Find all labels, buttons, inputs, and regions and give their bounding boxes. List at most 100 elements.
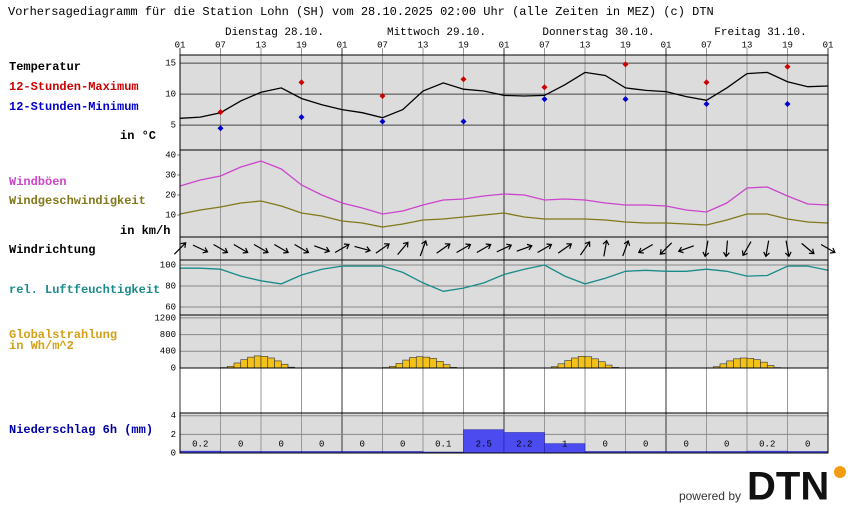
powered-by: powered by [679,489,741,503]
wind-arrow [334,243,350,254]
precip-label: 1 [562,439,567,449]
y-tick-label: 4 [171,411,176,421]
radiation-bar [571,357,579,369]
wind-arrow [579,241,591,256]
wind-arrow [722,240,730,258]
y-tick-label: 15 [165,58,176,68]
time-tick-label: 01 [175,40,186,50]
legend-label: 12-Stunden-Maximum [9,80,139,94]
radiation-bar [726,360,734,369]
unit-label: in Wh/m^2 [9,339,74,353]
legend-label: rel. Luftfeuchtigkeit [9,283,160,297]
time-tick-label: 13 [580,40,591,50]
radiation-bar [233,362,242,369]
precip-label: 0.2 [759,439,775,449]
radiation-bar [429,358,437,369]
temp-marker [298,79,305,86]
unit-label: in °C [120,129,156,143]
temp-marker [541,96,548,103]
wind-arrow [637,243,653,254]
time-tick-label: 01 [337,40,348,50]
radiation-bar [564,360,572,369]
radiation-bar [442,364,451,369]
precip-label: 0.2 [192,439,208,449]
title: Vorhersagediagramm für die Station Lohn … [8,5,714,19]
temp-marker [703,79,710,86]
radiation-bar [267,357,275,369]
wind-arrow [602,239,610,257]
y-tick-label: 1200 [154,313,176,323]
time-tick-label: 19 [782,40,793,50]
radiation-bar [402,359,410,369]
day-label: Freitag 31.10. [714,27,806,39]
temp-marker [541,84,548,91]
y-tick-label: 400 [160,347,176,357]
temp-marker [622,61,629,68]
precip-label: 0 [684,439,689,449]
temp-marker [784,63,791,70]
logo-dot [834,466,846,478]
radiation-bar [240,359,248,369]
wind-arrow [557,243,573,254]
wind-arrow [537,243,553,254]
radiation-bar [557,363,566,369]
y-tick-label: 30 [165,170,176,180]
y-tick-label: 10 [165,210,176,220]
radiation-bar [584,356,593,369]
precip-label: 0 [400,439,405,449]
precip-label: 0.1 [435,439,451,449]
radiation-bar [436,361,444,369]
radiation-bar [280,363,289,369]
unit-label: in km/h [120,224,170,238]
y-tick-label: 80 [165,281,176,291]
temp-marker [217,109,224,116]
wind-arrow [741,241,752,257]
wind-arrow [622,240,631,257]
wind-arrow [476,243,492,254]
time-tick-label: 13 [418,40,429,50]
precip-label: 2.5 [476,439,492,449]
y-tick-label: 2 [171,430,176,440]
precip-label: 0 [360,439,365,449]
wind-arrow [436,243,451,254]
precip-label: 0 [603,439,608,449]
wind-arrow [659,242,673,255]
wind-arrow [702,240,710,258]
y-tick-label: 20 [165,190,176,200]
panel-border [179,314,829,369]
wind-arrow [397,241,409,256]
logo: DTN [747,465,829,509]
wind-arrow [784,240,792,258]
temp-marker [298,114,305,121]
wind-arrow [456,243,472,254]
radiation-bar [598,361,606,369]
temp-marker [460,76,467,83]
radiation-bar [395,363,404,369]
radiation-bar [422,356,431,369]
wind-arrow [763,240,770,258]
time-tick-label: 13 [742,40,753,50]
time-tick-label: 01 [823,40,834,50]
time-tick-label: 01 [661,40,672,50]
temp-marker [379,92,386,99]
radiation-bar [719,363,728,369]
wind-arrow [253,243,269,254]
wind-arrow [192,244,209,254]
wind-arrow [516,243,533,252]
y-tick-label: 40 [165,150,176,160]
wind-arrow [213,243,229,254]
panel-label: Temperatur [9,60,81,74]
time-tick-label: 19 [296,40,307,50]
panel-label: Niederschlag 6h (mm) [9,423,153,437]
radiation-bar [591,358,599,369]
wind-arrow [496,243,513,253]
panel-label: Windrichtung [9,243,95,257]
y-tick-label: 10 [165,89,176,99]
precip-label: 0 [238,439,243,449]
legend-label: Windböen [9,175,67,189]
y-tick-label: 100 [160,260,176,270]
temp-marker [622,96,629,103]
series-line [179,160,829,215]
temp-marker [703,101,710,108]
precip-label: 2.2 [516,439,532,449]
